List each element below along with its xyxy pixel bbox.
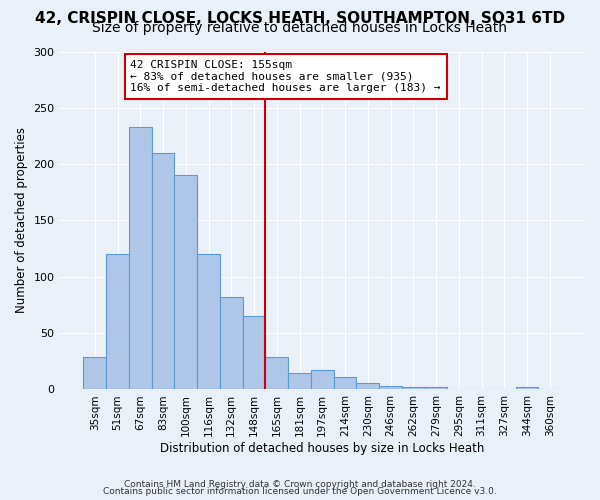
Bar [220,297,242,390]
Bar [356,382,379,390]
Bar [129,127,152,390]
Text: Contains HM Land Registry data © Crown copyright and database right 2024.: Contains HM Land Registry data © Crown c… [124,480,476,489]
Bar [515,387,538,390]
Bar [83,357,106,390]
Bar [175,176,197,390]
Text: Size of property relative to detached houses in Locks Heath: Size of property relative to detached ho… [92,21,508,35]
Text: Contains public sector information licensed under the Open Government Licence v3: Contains public sector information licen… [103,487,497,496]
Bar [311,370,334,390]
Bar [288,372,311,390]
Bar [242,316,265,390]
Bar [402,387,425,390]
Bar [334,377,356,390]
Text: 42, CRISPIN CLOSE, LOCKS HEATH, SOUTHAMPTON, SO31 6TD: 42, CRISPIN CLOSE, LOCKS HEATH, SOUTHAMP… [35,11,565,26]
Bar [106,254,129,390]
Bar [379,386,402,390]
Bar [152,153,175,390]
X-axis label: Distribution of detached houses by size in Locks Heath: Distribution of detached houses by size … [160,442,484,455]
Bar [425,387,448,390]
Y-axis label: Number of detached properties: Number of detached properties [15,128,28,314]
Bar [197,254,220,390]
Bar [265,357,288,390]
Text: 42 CRISPIN CLOSE: 155sqm
← 83% of detached houses are smaller (935)
16% of semi-: 42 CRISPIN CLOSE: 155sqm ← 83% of detach… [130,60,441,93]
